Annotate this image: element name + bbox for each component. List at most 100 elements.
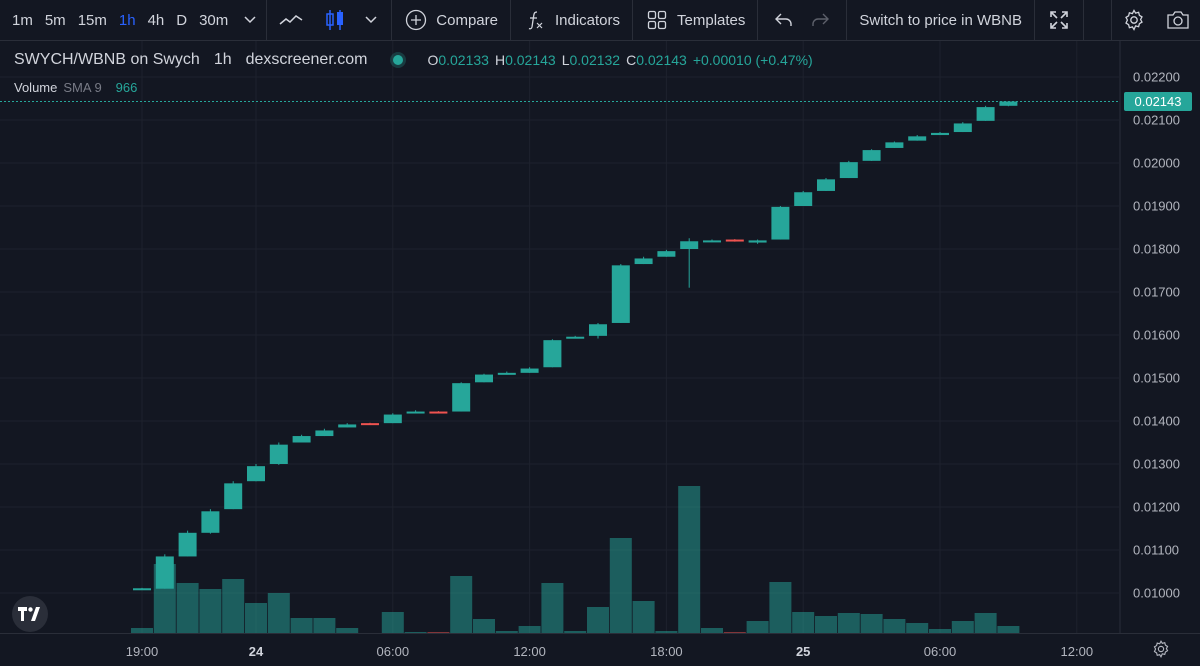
settings-button[interactable] xyxy=(1112,0,1156,41)
price-axis: 0.02200 0.02100 0.02000 0.01900 0.01800 0.017… xyxy=(1133,70,1180,601)
timeframe-30m[interactable]: 30m xyxy=(199,11,229,29)
redo-button[interactable] xyxy=(804,0,846,41)
tradingview-logo[interactable] xyxy=(12,596,48,632)
volume-bar xyxy=(815,616,837,633)
candle-body xyxy=(931,132,949,136)
switch-price-button[interactable]: Switch to price in WBNB xyxy=(847,0,1034,41)
volume-bar xyxy=(678,486,701,633)
separator xyxy=(1082,0,1084,41)
candle-body xyxy=(269,444,288,464)
chevron-down-icon[interactable] xyxy=(238,8,262,32)
close-value: 0.02143 xyxy=(636,52,687,68)
candle-body xyxy=(817,179,835,191)
volume-bar xyxy=(587,607,609,633)
camera-icon xyxy=(1166,8,1190,32)
chart-grid xyxy=(0,41,1121,633)
volume-bar xyxy=(997,626,1020,633)
timeframe-1h[interactable]: 1h xyxy=(118,11,136,29)
candle-body xyxy=(429,411,448,414)
volume-bar xyxy=(974,613,997,633)
separator xyxy=(266,0,268,41)
price-tick-label: 0.01700 xyxy=(1133,285,1180,300)
compare-button[interactable]: Compare xyxy=(392,0,510,41)
separator xyxy=(846,0,848,41)
candle-body xyxy=(224,483,243,510)
volume-bar xyxy=(769,582,792,633)
price-tick-label: 0.01000 xyxy=(1133,586,1180,601)
price-tick-label: 0.01200 xyxy=(1133,500,1180,515)
axis-settings-icon[interactable] xyxy=(1152,640,1170,663)
screenshot-button[interactable] xyxy=(1156,0,1200,41)
candle-body xyxy=(794,192,813,206)
price-tick-label: 0.01100 xyxy=(1133,543,1179,558)
time-tick-label: 12:00 xyxy=(1060,644,1094,659)
templates-button[interactable]: Templates xyxy=(633,0,757,41)
candle-body xyxy=(657,251,676,257)
volume-bar xyxy=(609,538,632,633)
fullscreen-button[interactable] xyxy=(1035,0,1083,41)
price-tick-label: 0.01400 xyxy=(1133,414,1180,429)
candle-body xyxy=(976,107,995,121)
volume-bar xyxy=(541,583,564,633)
candle-body xyxy=(201,511,220,533)
separator xyxy=(1033,0,1035,41)
time-tick-label: 19:00 xyxy=(125,644,159,659)
candle-body xyxy=(315,430,334,437)
candlestick-icon xyxy=(323,8,347,32)
candle-body xyxy=(247,466,265,482)
candlesticks xyxy=(133,101,1018,591)
switch-price-label: Switch to price in WBNB xyxy=(859,11,1022,29)
open-key: O xyxy=(427,52,439,68)
templates-label: Templates xyxy=(677,11,746,29)
undo-button[interactable] xyxy=(758,0,804,41)
candle-body xyxy=(885,142,904,148)
timeframe-d[interactable]: D xyxy=(176,11,188,29)
volume-bar xyxy=(267,593,290,633)
volume-bar xyxy=(906,623,929,633)
low-key: L xyxy=(561,52,570,68)
price-tick-label: 0.01300 xyxy=(1133,457,1180,472)
volume-bar xyxy=(929,629,951,633)
price-tick-label: 0.02000 xyxy=(1133,156,1180,171)
candle-body xyxy=(611,265,630,323)
time-tick-label: 06:00 xyxy=(923,644,957,659)
separator xyxy=(391,0,393,41)
volume-bar xyxy=(746,621,769,633)
function-icon xyxy=(523,8,547,32)
timeframe-5m[interactable]: 5m xyxy=(44,11,66,29)
price-tick-label: 0.01900 xyxy=(1133,199,1180,214)
redo-icon xyxy=(808,8,832,32)
candle-body xyxy=(361,423,379,426)
price-chart[interactable]: 0.02200 0.02100 0.02000 0.01900 0.01800 0.017… xyxy=(0,41,1200,633)
market-status-dot xyxy=(393,55,404,65)
volume-bar xyxy=(495,631,518,633)
candle-body xyxy=(406,411,425,414)
timeframe-1m[interactable]: 1m xyxy=(12,11,33,29)
time-tick-label: 06:00 xyxy=(376,644,410,659)
price-tick-label: 0.01500 xyxy=(1133,371,1180,386)
volume-bar xyxy=(176,583,199,633)
chevron-down-icon[interactable] xyxy=(359,8,383,32)
open-value: 0.02133 xyxy=(438,52,489,68)
symbol-name: SWYCH/WBNB on Swych xyxy=(14,51,200,68)
candle-body xyxy=(839,162,858,179)
gear-icon xyxy=(1122,8,1146,32)
candle-body xyxy=(338,424,357,428)
candle-body xyxy=(680,241,699,249)
indicators-button[interactable]: Indicators xyxy=(511,0,632,41)
time-axis[interactable]: 19:00 24 06:00 12:00 18:00 25 06:00 12:00 xyxy=(0,633,1200,666)
candle-body xyxy=(566,336,585,339)
volume-sma: SMA 9 xyxy=(63,80,102,95)
timeframe-15m[interactable]: 15m xyxy=(77,11,107,29)
timeframe-group: 1m 5m 15m 1h 4h D 30m xyxy=(0,0,234,41)
candle-body xyxy=(771,206,790,240)
candle-chart-type-button[interactable] xyxy=(315,0,355,41)
source-label: dexscreener.com xyxy=(245,51,368,68)
candle-body xyxy=(292,436,311,443)
separator xyxy=(1111,0,1112,41)
candle-body xyxy=(520,368,539,373)
candle-body xyxy=(497,372,516,375)
high-key: H xyxy=(494,52,506,68)
timeframe-4h[interactable]: 4h xyxy=(147,11,165,29)
line-chart-type-button[interactable] xyxy=(267,0,315,41)
